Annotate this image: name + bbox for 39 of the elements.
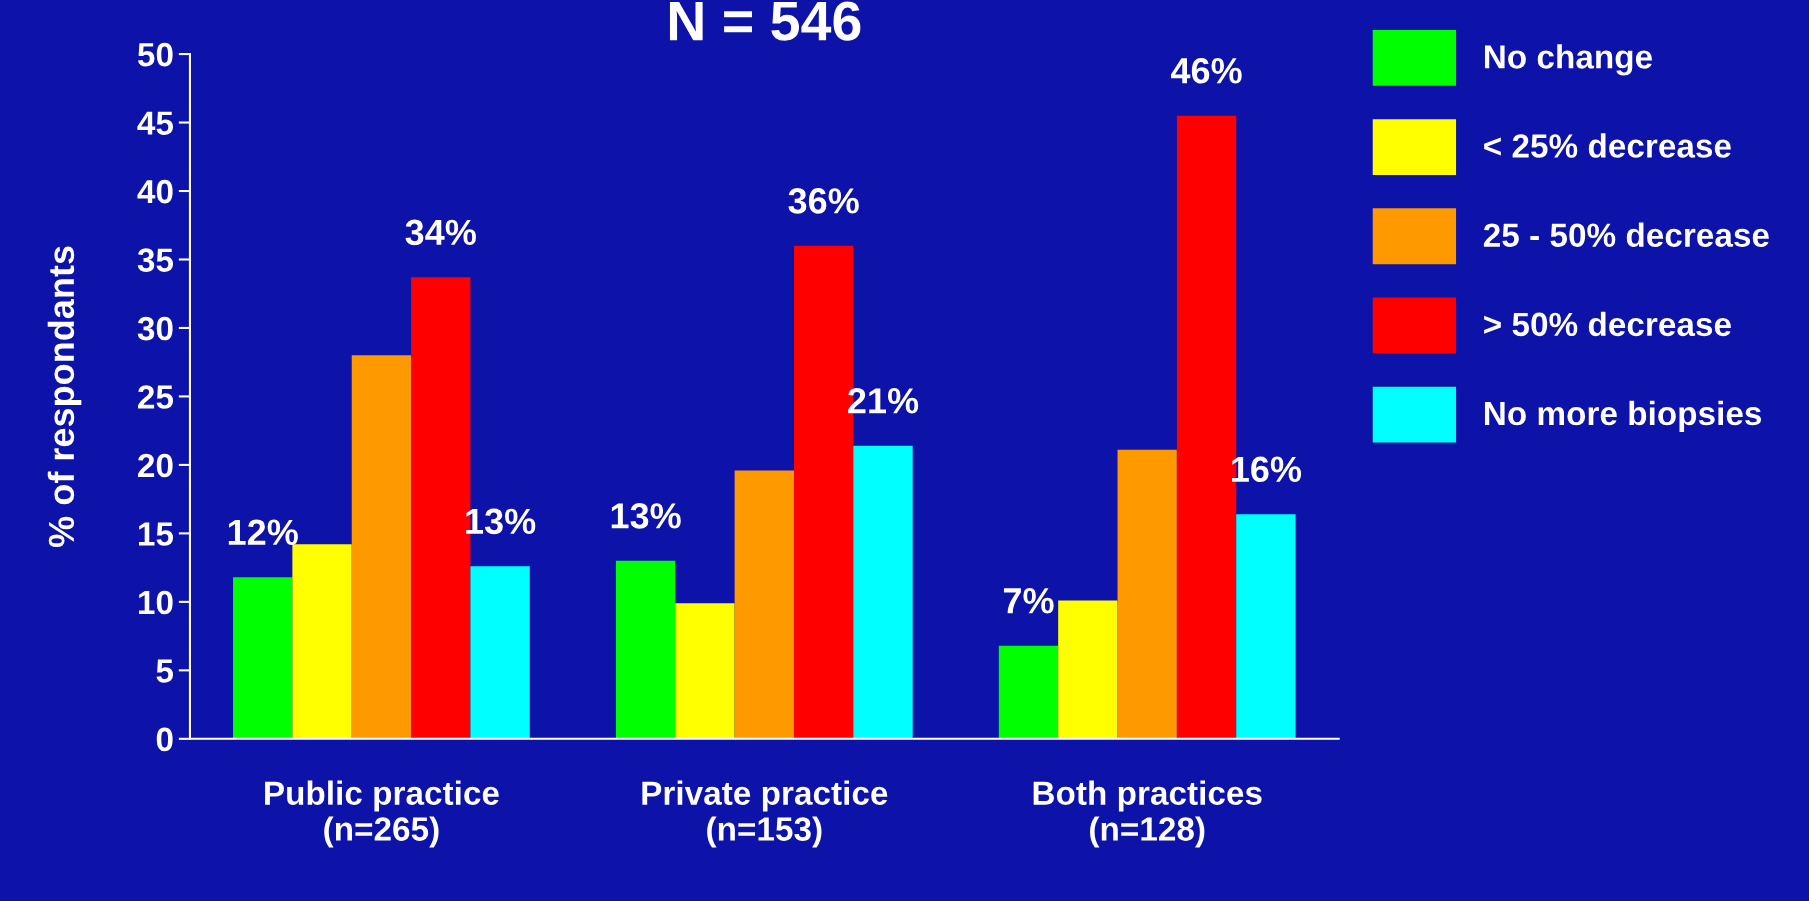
- y-tick-label: 0: [156, 727, 173, 752]
- x-tick-label: Public practice (n=265): [265, 780, 499, 848]
- legend-label: No change: [1484, 44, 1652, 76]
- bar: [615, 560, 676, 739]
- y-tick-label: 10: [139, 590, 173, 615]
- y-tick-label: 15: [139, 522, 174, 546]
- y-tick-label: 5: [156, 659, 174, 683]
- data-label: 7%: [1003, 588, 1054, 614]
- legend-label: 25 - 50% decrease: [1483, 222, 1769, 247]
- y-tick-label: 30: [137, 316, 173, 341]
- y-tick-label: 45: [137, 111, 174, 135]
- bar: [351, 355, 412, 739]
- y-tick-label: 40: [137, 179, 173, 204]
- bar: [1236, 514, 1296, 739]
- y-tick-label: 35: [137, 248, 174, 272]
- bar: [233, 577, 293, 739]
- bar: [1058, 600, 1118, 739]
- y-axis-title: % of respondants: [47, 246, 82, 548]
- bar: [470, 566, 530, 739]
- data-label: 46%: [1170, 57, 1242, 84]
- x-tick-label: Both practices (n=128): [1033, 780, 1262, 848]
- legend-label: < 25% decrease: [1484, 133, 1731, 158]
- bar: [734, 470, 794, 739]
- y-tick-label: 20: [138, 453, 173, 478]
- legend-label: No more biopsies: [1484, 400, 1762, 432]
- bar: [1117, 449, 1177, 739]
- data-label: 12%: [228, 519, 298, 546]
- x-tick-label: Private practice (n=153): [642, 780, 888, 848]
- bar: [998, 645, 1059, 739]
- data-label: 34%: [405, 219, 476, 246]
- bar: [853, 445, 913, 739]
- bar: [292, 544, 352, 739]
- data-label: 36%: [788, 188, 859, 214]
- legend-label: > 50% decrease: [1484, 311, 1731, 337]
- bar: [675, 603, 735, 739]
- y-tick-label: 25: [138, 385, 174, 409]
- data-label: 13%: [611, 503, 681, 529]
- chart-title: N = 546: [669, 1, 861, 41]
- y-tick-label: 50: [137, 42, 173, 67]
